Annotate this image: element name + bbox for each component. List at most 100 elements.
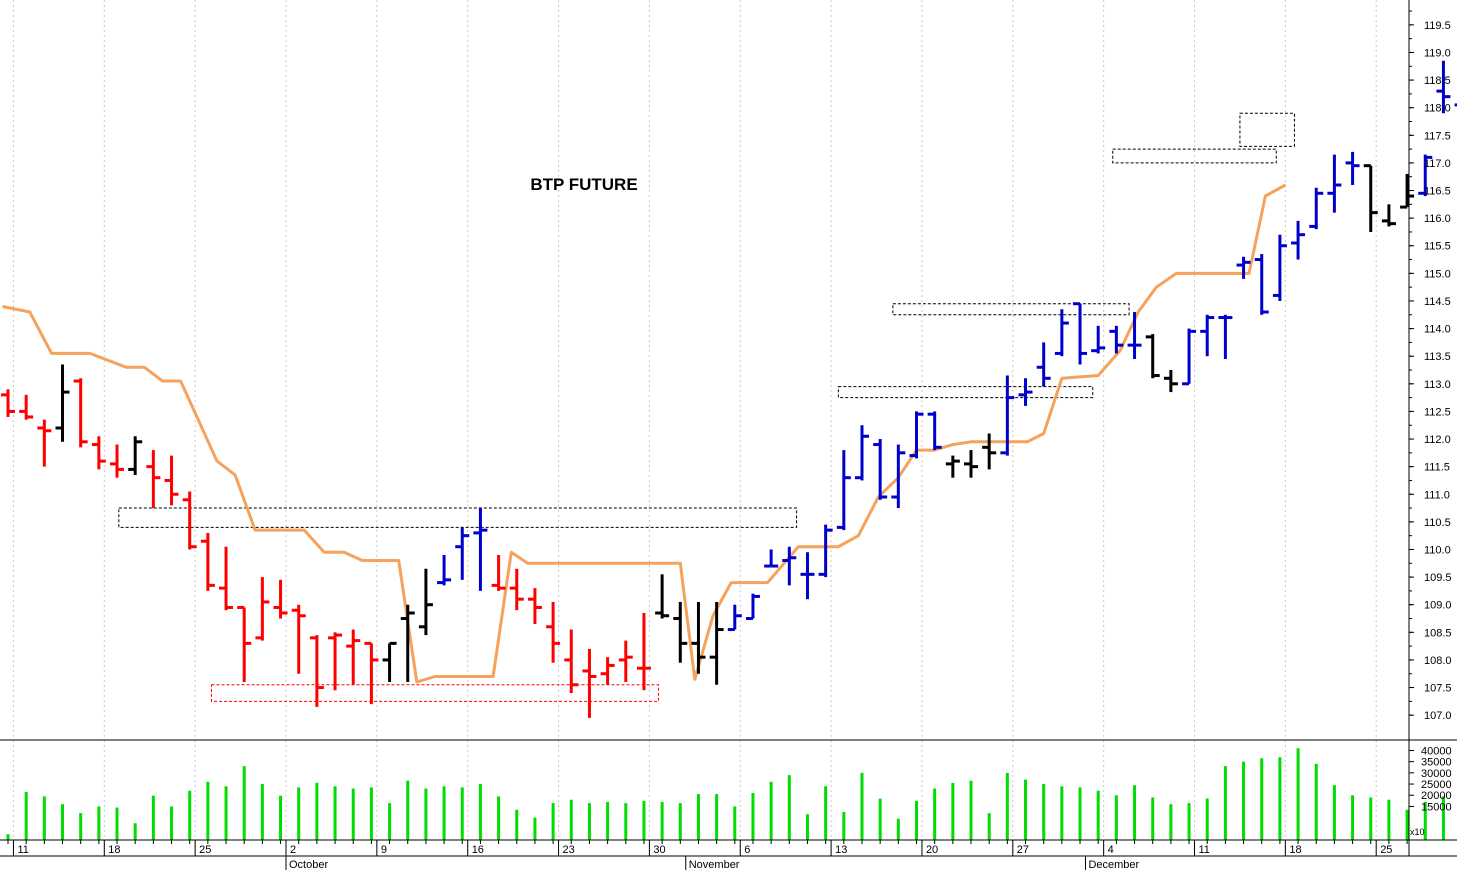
month-tick-label: November (689, 859, 740, 870)
volume-tick-label: 20000 (1421, 790, 1452, 802)
price-tick-label: 116.5 (1424, 186, 1451, 198)
month-tick-label: December (1088, 859, 1139, 870)
ohlc-bar (1054, 309, 1069, 357)
price-tick-label: 115.5 (1424, 241, 1451, 253)
ohlc-bar (1218, 314, 1233, 359)
price-tick-label: 113.5 (1424, 351, 1451, 363)
ohlc-bar (891, 444, 906, 509)
price-tick-label: 109.5 (1424, 572, 1452, 584)
volume-tick-label: 30000 (1421, 768, 1452, 780)
ohlc-bar (400, 604, 415, 683)
price-axis: 107.0 107.5 108.0 108.5 109.0 109.5 110.0 110.5… (1409, 10, 1452, 722)
ohlc-bars (1, 60, 1457, 718)
ohlc-bar (1254, 254, 1269, 315)
price-tick-label: 118.5 (1424, 75, 1451, 87)
ohlc-bar (1418, 154, 1433, 197)
ohlc-bar (564, 629, 579, 694)
ohlc-bar (1091, 325, 1106, 354)
ohlc-bar (200, 532, 215, 591)
price-tick-label: 118.0 (1424, 103, 1451, 115)
ohlc-bar (55, 364, 70, 442)
price-tick-label: 109.0 (1424, 600, 1452, 612)
day-tick-label: 25 (1380, 844, 1392, 856)
ohlc-bar (836, 450, 851, 531)
ohlc-bar (473, 508, 488, 591)
ohlc-bar (1109, 325, 1124, 354)
price-tick-label: 112.5 (1424, 406, 1451, 418)
ohlc-bar (273, 579, 288, 619)
consolidation-boxes (118, 112, 1295, 702)
ohlc-bar (1291, 220, 1306, 260)
ohlc-bar (1, 389, 15, 417)
ohlc-bar (1381, 204, 1396, 227)
ohlc-bar (219, 546, 234, 611)
price-tick-label: 110.0 (1424, 544, 1451, 556)
ohlc-bar (128, 436, 143, 475)
ohlc-bar (909, 411, 924, 459)
ohlc-bar (600, 657, 615, 685)
ohlc-bar (1182, 328, 1197, 386)
ohlc-bar (709, 601, 724, 685)
price-tick-label: 116.0 (1424, 213, 1451, 225)
ohlc-bar (964, 450, 979, 478)
ohlc-bar (673, 601, 688, 663)
day-tick-label: 23 (563, 844, 575, 856)
price-tick-label: 117.5 (1424, 130, 1451, 142)
consolidation-box (1112, 148, 1277, 164)
ohlc-bar (37, 419, 52, 467)
price-tick-label: 107.0 (1424, 710, 1452, 722)
ohlc-bar (764, 549, 779, 568)
ohlc-bar (745, 593, 760, 621)
price-tick-label: 107.5 (1424, 683, 1452, 695)
ohlc-bar (582, 648, 597, 718)
ohlc-bar (818, 524, 833, 578)
ohlc-bar (364, 641, 379, 705)
chart-title: BTP FUTURE (530, 175, 637, 194)
month-tick-label: October (289, 859, 328, 870)
consolidation-box (211, 684, 659, 702)
ohlc-bar (854, 425, 869, 481)
day-tick-label: 9 (381, 844, 387, 856)
price-tick-label: 114.0 (1424, 324, 1451, 336)
ohlc-bar (1327, 154, 1342, 213)
ohlc-bar (146, 450, 161, 509)
ohlc-bar (491, 555, 506, 591)
day-tick-label: 16 (472, 844, 484, 856)
ohlc-bar (1363, 164, 1378, 232)
day-tick-label: 4 (1108, 844, 1114, 856)
price-tick-label: 119.0 (1424, 47, 1451, 59)
ohlc-bar (691, 601, 706, 674)
volume-multiplier-label: x10 (1410, 827, 1425, 837)
day-tick-label: 27 (1017, 844, 1029, 856)
day-tick-label: 6 (744, 844, 750, 856)
volume-bars (6, 748, 1445, 840)
volume-tick-label: 40000 (1421, 745, 1452, 757)
chart-frame (0, 0, 1457, 857)
ohlc-bar (1200, 314, 1215, 357)
ohlc-bar (1309, 187, 1324, 230)
date-axis: 11 18 25 2 9 16 23 30 6 13 20 27 4 11 18 25 October Novem… (7, 840, 1408, 871)
day-tick-label: 18 (1289, 844, 1301, 856)
day-tick-label: 18 (108, 844, 120, 856)
ohlc-bar (346, 629, 361, 685)
ohlc-bar (91, 436, 106, 470)
ohlc-bar (655, 574, 670, 619)
price-tick-label: 108.5 (1424, 627, 1452, 639)
ohlc-bar (546, 601, 561, 663)
ohlc-bar (1345, 151, 1360, 185)
consolidation-box (1239, 112, 1295, 147)
ohlc-bar (1036, 342, 1051, 387)
ohlc-bar (73, 378, 88, 448)
ohlc-bar (1400, 173, 1415, 209)
ohlc-bar (509, 568, 524, 611)
price-tick-label: 110.5 (1424, 517, 1451, 529)
price-tick-label: 119.5 (1424, 20, 1451, 32)
ohlc-bar (1145, 334, 1160, 379)
ohlc-bar (1127, 312, 1142, 359)
price-tick-label: 111.0 (1424, 489, 1450, 501)
price-tick-label: 112.0 (1424, 434, 1451, 446)
ohlc-bar (1236, 256, 1251, 279)
